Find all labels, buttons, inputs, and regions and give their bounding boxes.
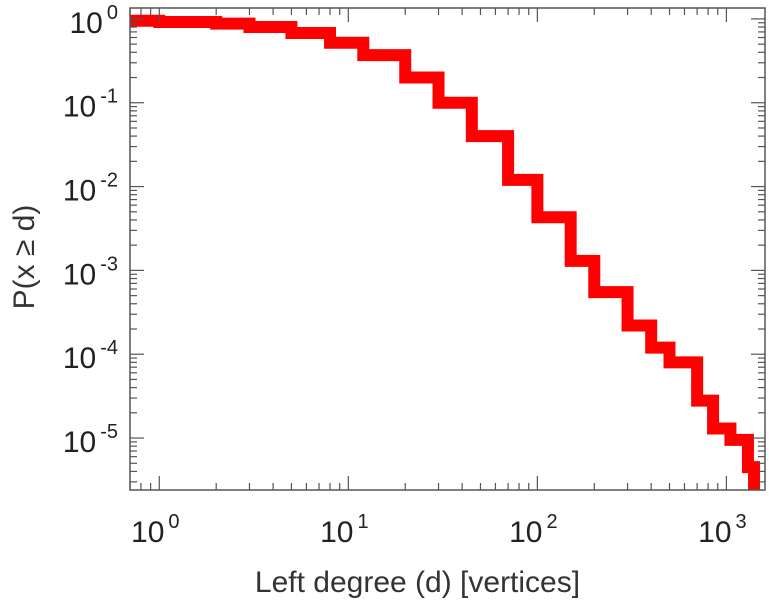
y-tick-label: 10 -3 — [63, 253, 118, 291]
y-tick-label: 10 -2 — [63, 170, 118, 208]
y-axis-label: P(x ≥ d) — [8, 205, 41, 310]
series-line-0 — [130, 14, 761, 490]
x-tick-label: 10 2 — [509, 511, 558, 549]
y-tick-label: 10 -5 — [63, 421, 118, 459]
y-tick-label: 10 0 — [70, 2, 119, 40]
y-tick-label: 10 -4 — [63, 337, 118, 375]
x-tick-label: 10 1 — [320, 511, 369, 549]
x-tick-label: 10 0 — [131, 511, 180, 549]
x-tick-label: 10 3 — [698, 511, 747, 549]
axis-ticks — [129, 8, 765, 490]
plot-frame — [129, 7, 766, 491]
axis-tick-labels: 10 0 10 1 10 2 10 3 10 0 10 -1 10 -2 10 -3 10 -4 10 -5 — [63, 2, 747, 549]
y-tick-label: 10 -1 — [63, 86, 118, 124]
x-axis-label: Left degree (d) [vertices] — [255, 566, 580, 599]
